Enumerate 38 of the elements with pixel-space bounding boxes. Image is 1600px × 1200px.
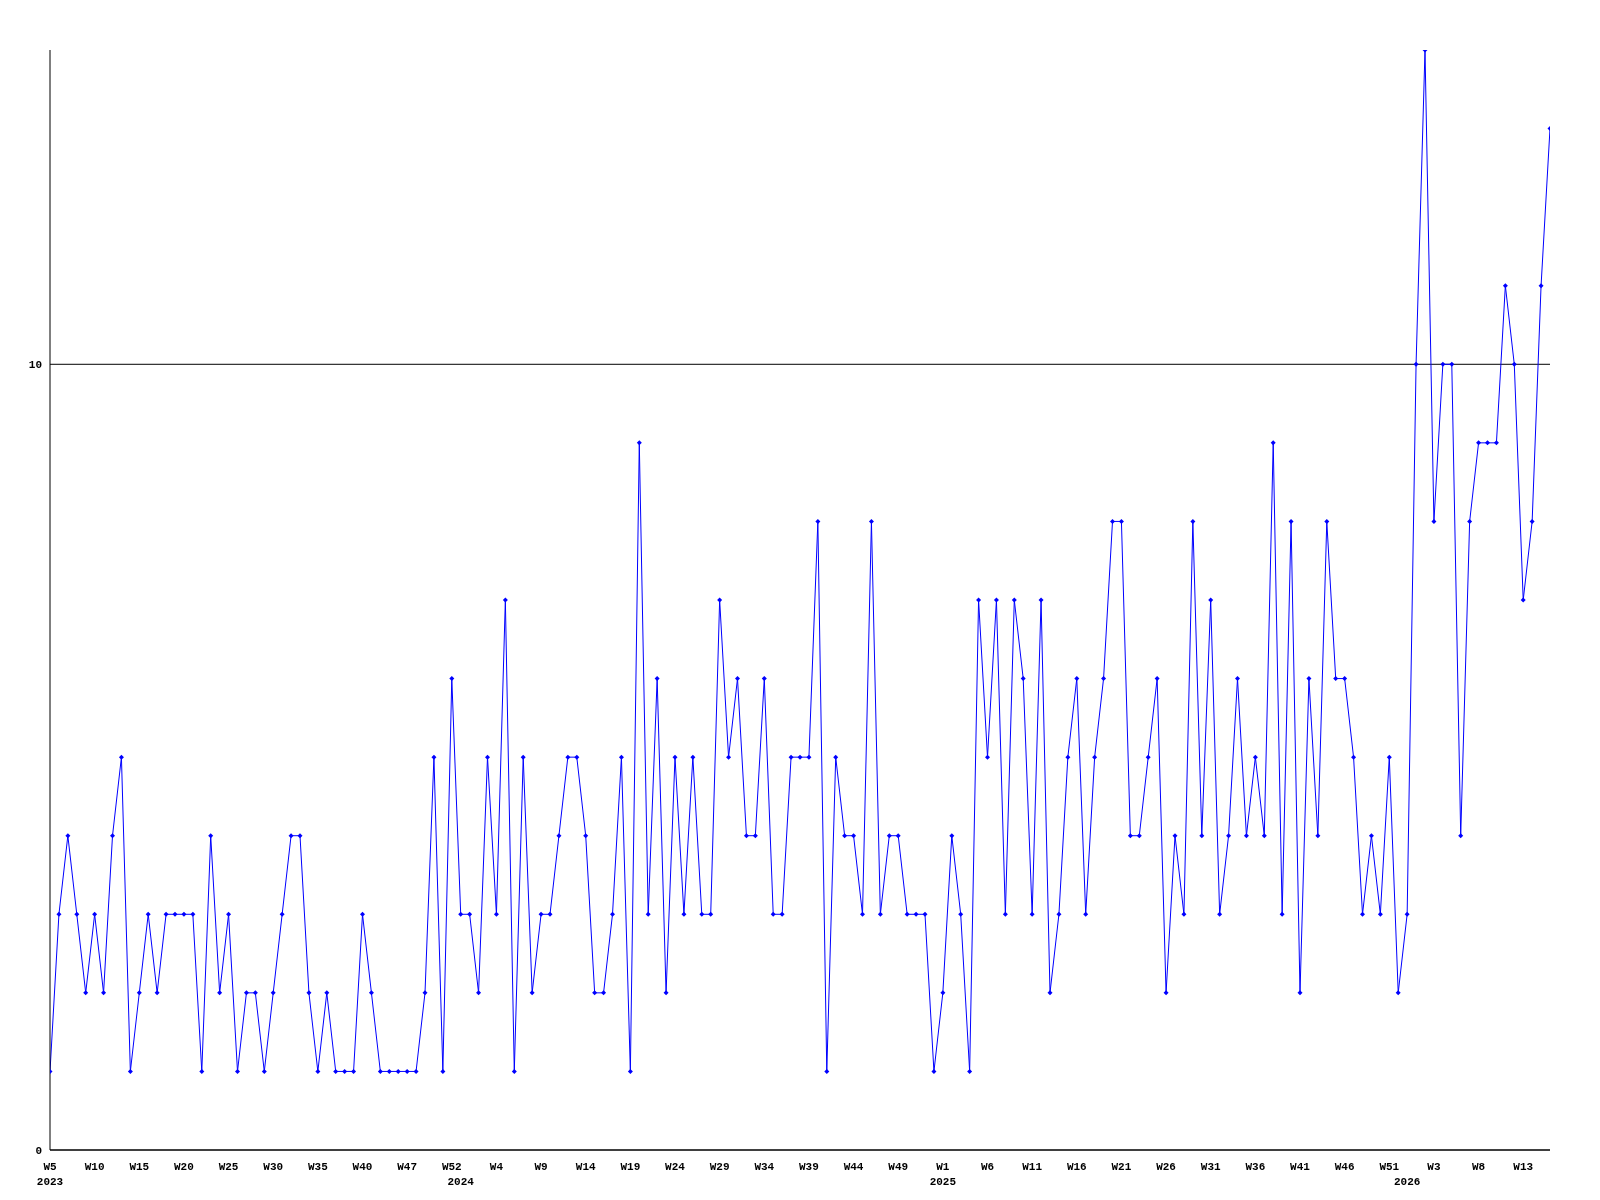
x-tick-label: W52 bbox=[441, 1161, 462, 1173]
x-tick-label: W16 bbox=[1066, 1161, 1087, 1173]
x-tick-label: W14 bbox=[575, 1161, 597, 1173]
y-tick-label: 0 bbox=[35, 1144, 42, 1157]
x-tick-label: W26 bbox=[1156, 1161, 1176, 1173]
x-tick-label: W4 bbox=[489, 1161, 504, 1173]
x-tick-label: W24 bbox=[665, 1161, 686, 1173]
x-tick-label: W5 2023 bbox=[36, 1161, 64, 1188]
x-tick-label: W8 bbox=[1471, 1161, 1486, 1173]
x-tick-label: W25 bbox=[218, 1161, 239, 1173]
x-tick-label: W30 bbox=[263, 1161, 284, 1173]
y-tick-label: 10 bbox=[28, 359, 42, 372]
x-tick-label: W35 bbox=[307, 1161, 329, 1173]
x-tick-label: W40 bbox=[352, 1161, 373, 1173]
x-tick-label: W41 bbox=[1290, 1161, 1311, 1173]
x-tick-label: W47 bbox=[397, 1161, 418, 1173]
x-tick-label: W39 bbox=[799, 1161, 819, 1173]
x-tick-label: W44 bbox=[843, 1161, 864, 1173]
x-tick-label: W3 bbox=[1427, 1161, 1441, 1173]
x-tick-label: W20 bbox=[174, 1161, 194, 1173]
x-tick-label: W46 bbox=[1334, 1161, 1355, 1173]
x-tick-label: W1 2025 bbox=[929, 1161, 957, 1188]
x-tick-label: W34 bbox=[754, 1161, 775, 1173]
x-tick-label: W29 bbox=[709, 1161, 730, 1173]
x-tick-label: W21 bbox=[1111, 1161, 1132, 1173]
x-tick-label: W19 bbox=[620, 1161, 641, 1173]
x-tick-label: 2026 bbox=[1393, 1176, 1421, 1188]
x-tick-label: W13 bbox=[1513, 1161, 1534, 1173]
x-tick-label: 2024 bbox=[447, 1176, 475, 1188]
x-tick-label: W31 bbox=[1200, 1161, 1222, 1173]
x-tick-label: W51 bbox=[1379, 1161, 1400, 1173]
x-tick-label: W11 bbox=[1022, 1161, 1043, 1173]
x-tick-label: W36 bbox=[1245, 1161, 1266, 1173]
x-tick-label: W9 bbox=[534, 1161, 548, 1173]
x-tick-label: W6 bbox=[980, 1161, 995, 1173]
x-tick-label: W15 bbox=[129, 1161, 150, 1173]
x-tick-label: W49 bbox=[888, 1161, 909, 1173]
x-tick-label: W10 bbox=[84, 1161, 105, 1173]
